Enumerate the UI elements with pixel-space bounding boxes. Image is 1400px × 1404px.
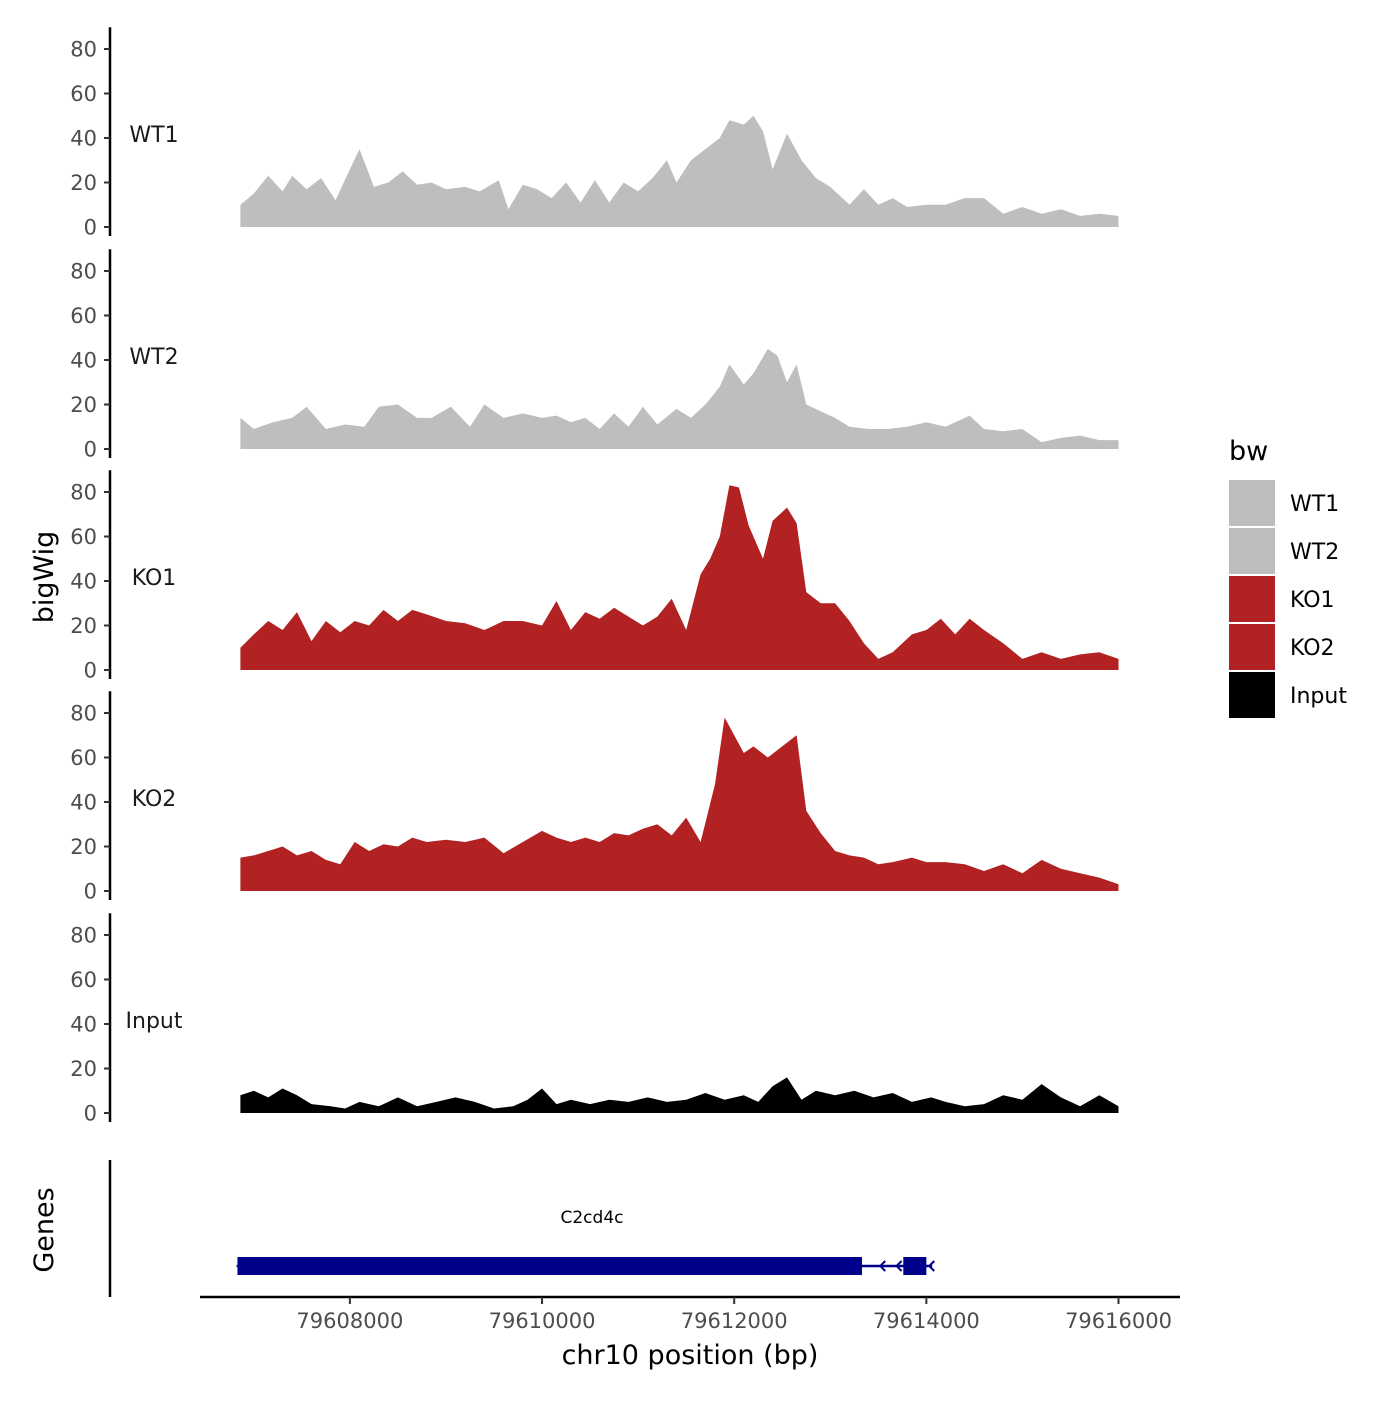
area-ko2 — [240, 717, 1119, 891]
area-ko1 — [240, 485, 1119, 670]
x-tick-label: 79608000 — [296, 1309, 403, 1333]
y-tick-label: 60 — [70, 968, 97, 992]
track-label-wt1: WT1 — [129, 123, 178, 148]
legend-title: bw — [1229, 436, 1268, 467]
legend-label-ko1: KO1 — [1290, 588, 1335, 613]
strand-arrow — [927, 1260, 935, 1272]
y-tick-label: 0 — [84, 1102, 97, 1126]
area-wt1 — [240, 115, 1119, 227]
y-tick-label: 20 — [70, 171, 97, 195]
y-tick-label: 60 — [70, 82, 97, 106]
y-tick-label: 0 — [84, 880, 97, 904]
gene-exon — [237, 1257, 862, 1275]
strand-arrow — [236, 1260, 244, 1272]
strand-arrow — [878, 1260, 886, 1272]
y-tick-label: 60 — [70, 746, 97, 770]
y-tick-label: 80 — [70, 481, 97, 505]
track-label-ko2: KO2 — [132, 787, 177, 812]
track-panels: 0 20 40 60 80 WT1 0 20 40 60 80 WT2 0 20 40 60 80 KO1 0 20 4… — [70, 27, 1119, 1126]
y-axis-label: bigWig — [29, 531, 60, 624]
y-tick-label: 40 — [70, 570, 97, 594]
gene-name-label: C2cd4c — [561, 1208, 624, 1228]
x-tick-label: 79614000 — [873, 1309, 980, 1333]
track-label-wt2: WT2 — [129, 345, 178, 370]
area-input — [240, 1077, 1119, 1113]
legend-label-wt1: WT1 — [1290, 492, 1339, 517]
legend-swatch-ko2 — [1229, 624, 1275, 670]
y-tick-label: 0 — [84, 659, 97, 683]
x-tick-label: 79612000 — [681, 1309, 788, 1333]
genes-axis-label: Genes — [29, 1187, 60, 1272]
area-wt2 — [240, 348, 1119, 449]
y-tick-label: 40 — [70, 127, 97, 151]
legend-label-input: Input — [1290, 684, 1347, 709]
legend-label-wt2: WT2 — [1290, 540, 1339, 565]
y-tick-label: 80 — [70, 260, 97, 284]
x-axis-label: chr10 position (bp) — [562, 1340, 819, 1371]
y-tick-label: 20 — [70, 614, 97, 638]
legend-label-ko2: KO2 — [1290, 636, 1335, 661]
y-tick-label: 40 — [70, 349, 97, 373]
track-label-ko1: KO1 — [132, 566, 177, 591]
x-tick-label: 79610000 — [489, 1309, 596, 1333]
x-tick-label: 79616000 — [1065, 1309, 1172, 1333]
y-tick-label: 40 — [70, 1013, 97, 1037]
track-ko1: 0 20 40 60 80 KO1 — [70, 470, 1119, 683]
y-tick-label: 60 — [70, 525, 97, 549]
y-tick-label: 80 — [70, 924, 97, 948]
y-tick-label: 60 — [70, 304, 97, 328]
y-tick-label: 20 — [70, 1057, 97, 1081]
legend-swatch-ko1 — [1229, 576, 1275, 622]
legend-swatch-wt1 — [1229, 480, 1275, 526]
track-wt1: 0 20 40 60 80 WT1 — [70, 27, 1119, 240]
y-tick-label: 40 — [70, 791, 97, 815]
legend-swatch-wt2 — [1229, 528, 1275, 574]
gene-exon — [903, 1257, 927, 1275]
y-tick-label: 0 — [84, 438, 97, 462]
y-tick-label: 80 — [70, 38, 97, 62]
legend-swatch-input — [1229, 672, 1275, 718]
y-tick-label: 0 — [84, 216, 97, 240]
y-tick-label: 20 — [70, 393, 97, 417]
x-axis: 79608000 79610000 79612000 79614000 79616000 — [200, 1295, 1180, 1333]
track-ko2: 0 20 40 60 80 KO2 — [70, 691, 1119, 904]
y-tick-label: 20 — [70, 835, 97, 859]
y-tick-label: 80 — [70, 702, 97, 726]
gene-panel: C2cd4c — [108, 1160, 935, 1297]
legend: bw WT1 WT2 KO1 KO2 Input — [1229, 436, 1347, 718]
strand-arrow — [895, 1260, 903, 1272]
track-input: 0 20 40 60 80 Input — [70, 913, 1119, 1126]
track-wt2: 0 20 40 60 80 WT2 — [70, 249, 1119, 462]
track-label-input: Input — [126, 1009, 183, 1034]
